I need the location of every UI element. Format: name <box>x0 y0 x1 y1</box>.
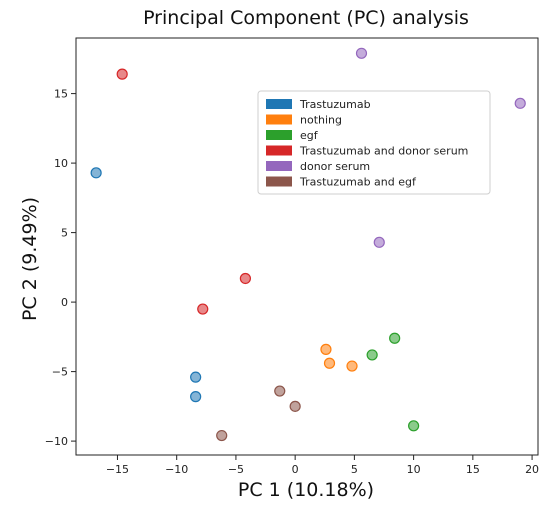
legend-entry: donor serum <box>300 160 370 173</box>
data-point <box>373 236 385 248</box>
legend: Trastuzumab nothing egf Trastuzumab and don… <box>257 90 491 195</box>
data-point <box>355 47 368 59</box>
data-point <box>323 357 336 369</box>
y-tick-label: 0 <box>61 296 68 309</box>
data-point <box>320 343 332 355</box>
legend-frame <box>257 90 491 195</box>
data-point <box>346 360 358 372</box>
legend-swatch <box>266 114 292 125</box>
data-point <box>366 349 378 361</box>
data-point <box>90 167 102 179</box>
data-point <box>289 400 301 412</box>
plot-area <box>75 37 539 456</box>
y-tick-label: −5 <box>52 366 68 379</box>
y-tick-label: 5 <box>61 227 68 240</box>
y-tick-label: 10 <box>54 157 68 170</box>
chart-title: Principal Component (PC) analysis <box>143 7 469 29</box>
legend-swatch <box>266 99 292 109</box>
x-axis: −15 −10 −5 0 5 10 15 20 <box>106 455 539 476</box>
legend-entry: Trastuzumab and donor serum <box>299 145 468 158</box>
y-tick-label: 15 <box>54 88 68 101</box>
data-point <box>116 68 128 80</box>
x-tick-label: 10 <box>407 463 421 476</box>
data-point <box>190 371 202 383</box>
x-tick-label: 0 <box>292 463 299 476</box>
data-points <box>90 47 526 442</box>
x-tick-label: 15 <box>466 463 480 476</box>
legend-swatch <box>266 176 292 187</box>
y-axis-label: PC 2 (9.49%) <box>19 197 41 321</box>
data-point <box>408 420 420 432</box>
legend-entry: egf <box>300 129 319 142</box>
data-point <box>197 303 209 315</box>
legend-swatch <box>266 130 292 140</box>
legend-entry: nothing <box>300 114 342 127</box>
data-point <box>514 97 526 109</box>
data-point <box>389 332 401 344</box>
x-tick-label: 5 <box>351 463 358 476</box>
legend-swatch <box>266 145 292 156</box>
x-tick-label: −5 <box>228 463 244 476</box>
data-point <box>216 429 228 442</box>
x-tick-label: −10 <box>165 463 188 476</box>
y-axis: −10 −5 0 5 10 15 <box>45 88 76 448</box>
legend-entry: Trastuzumab and egf <box>299 176 417 189</box>
data-point <box>274 385 286 397</box>
data-point <box>239 272 251 285</box>
data-point <box>190 391 202 403</box>
legend-entry: Trastuzumab <box>299 98 371 111</box>
x-tick-label: −15 <box>106 463 129 476</box>
x-tick-label: 20 <box>525 463 539 476</box>
legend-swatch <box>266 161 292 171</box>
y-tick-label: −10 <box>45 435 68 448</box>
x-axis-label: PC 1 (10.18%) <box>238 479 374 501</box>
